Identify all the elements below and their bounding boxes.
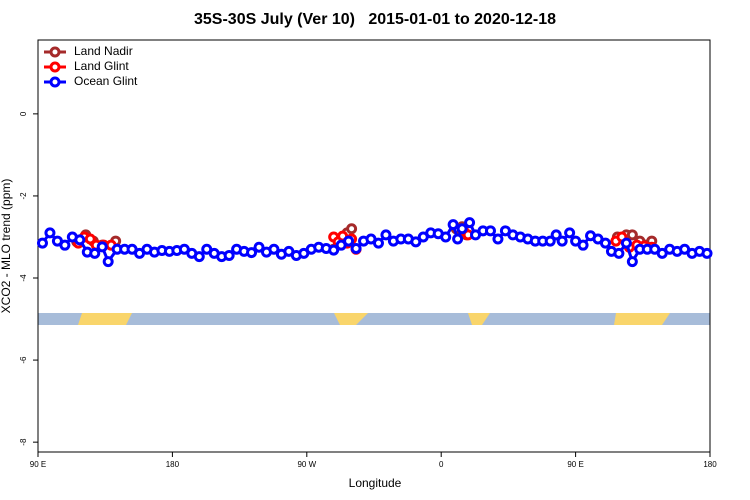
data-point (452, 233, 464, 245)
land-shape (468, 313, 490, 325)
data-point (550, 229, 562, 241)
data-point (599, 237, 611, 249)
data-point (350, 242, 362, 254)
data-point (577, 239, 589, 251)
data-point (84, 233, 96, 245)
legend-label: Ocean Glint (74, 74, 138, 88)
data-point (253, 241, 265, 253)
data-point (447, 219, 459, 231)
x-tick-label: 180 (166, 460, 180, 469)
land-strip (38, 313, 710, 325)
land-shape (614, 313, 670, 325)
data-point (464, 217, 476, 229)
y-tick-label: -2 (19, 192, 28, 200)
y-tick-label: -8 (19, 438, 28, 446)
data-point (343, 235, 355, 247)
data-point (246, 247, 258, 259)
x-tick-label: 90 W (297, 460, 316, 469)
data-point (96, 241, 108, 253)
legend-marker (49, 46, 61, 58)
data-point (193, 251, 205, 263)
y-tick-label: 0 (19, 111, 28, 116)
data-point (456, 223, 468, 235)
x-tick-label: 90 E (567, 460, 583, 469)
data-point (89, 247, 101, 259)
data-point (59, 239, 71, 251)
data-point (544, 235, 556, 247)
data-point (440, 231, 452, 243)
x-axis-label: Longitude (349, 476, 402, 490)
legend-label: Land Glint (74, 59, 129, 73)
data-point (410, 236, 422, 248)
data-point (564, 227, 576, 239)
data-point (328, 244, 340, 256)
data-point (492, 233, 504, 245)
land-shape (334, 313, 368, 325)
chart-title: 35S-30S July (Ver 10) 2015-01-01 to 2020… (194, 11, 556, 28)
data-point (74, 234, 86, 246)
data-point (626, 256, 638, 268)
land-shape (78, 313, 132, 325)
data-point (701, 247, 713, 259)
data-point (346, 223, 358, 235)
data-point (613, 247, 625, 259)
legend-label: Land Nadir (74, 44, 133, 58)
y-tick-label: -4 (19, 274, 28, 282)
data-point (223, 249, 235, 261)
data-point (484, 225, 496, 237)
data-point (372, 237, 384, 249)
data-point (626, 229, 638, 241)
data-point (268, 243, 280, 255)
y-axis-label: XCO2 - MLO trend (ppm) (0, 179, 13, 314)
y-tick-label: -6 (19, 356, 28, 364)
legend-marker (49, 61, 61, 73)
x-tick-label: 90 E (30, 460, 46, 469)
x-tick-label: 180 (703, 460, 717, 469)
legend-marker (49, 76, 61, 88)
data-point (380, 229, 392, 241)
x-tick-label: 0 (439, 460, 444, 469)
data-point (44, 227, 56, 239)
data-point (36, 237, 48, 249)
data-point (620, 237, 632, 249)
data-point (102, 256, 114, 268)
data-point (556, 235, 568, 247)
ocean-band (38, 313, 710, 325)
